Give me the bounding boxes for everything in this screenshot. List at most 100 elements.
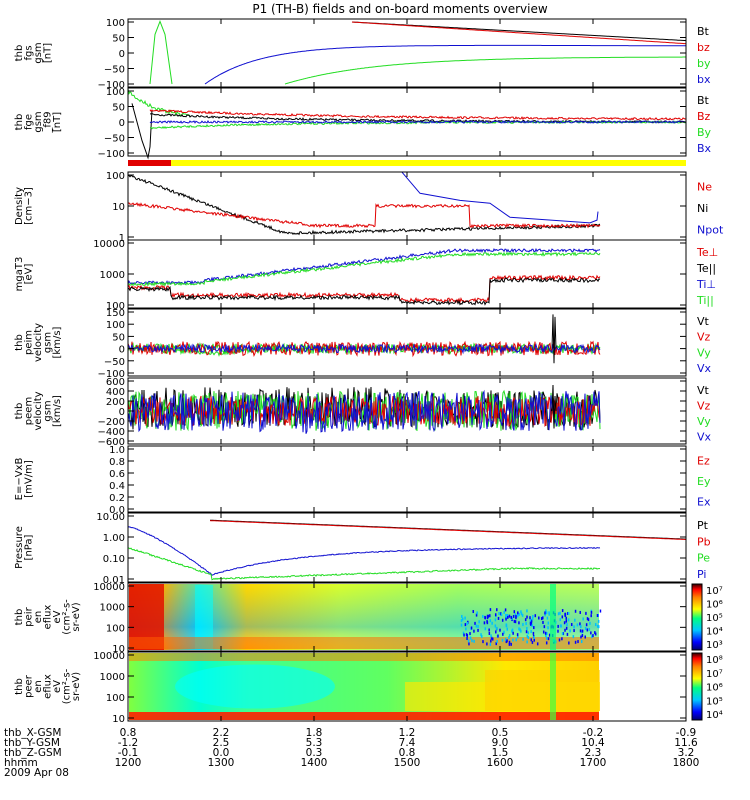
peir-pixel: [490, 639, 492, 643]
peir-pixel: [540, 617, 543, 621]
peir-pixel: [463, 633, 465, 637]
peir-pixel: [530, 619, 533, 623]
peir-pixel: [497, 634, 499, 638]
colorbar-label: 10⁸: [706, 655, 723, 666]
xrow-value: -0.2: [583, 727, 604, 739]
ylabel-line: peim: [24, 330, 35, 355]
ylabel-line: thb: [14, 609, 25, 626]
ytick-label: 10000: [93, 582, 125, 593]
xrow-value: 1500: [394, 757, 421, 769]
peir-pixel: [521, 613, 524, 617]
colorbar-label: 10⁶: [706, 600, 723, 611]
peir-pixel: [477, 628, 479, 632]
xrow-value: 3.2: [678, 747, 695, 759]
peir-spectrogram: [129, 584, 602, 650]
peir-pixel: [515, 614, 517, 618]
ytick-label: 0.2: [109, 493, 125, 504]
peir-pixel: [544, 611, 546, 615]
fge-bt-spike: [131, 103, 153, 160]
peir-pixel: [481, 634, 483, 638]
peir-pixel: [585, 611, 587, 615]
peir-pixel: [590, 614, 592, 618]
peir-pixel: [596, 624, 599, 628]
peir-pixel: [526, 634, 529, 638]
peir-pixel: [545, 633, 547, 637]
legend-Vz: Vz: [697, 399, 711, 412]
peir-pixel: [596, 613, 599, 617]
panel-frame-temp: [127, 239, 687, 309]
peir-pixel: [545, 641, 548, 645]
peir-pixel: [518, 621, 520, 625]
peir-pixel: [589, 621, 591, 625]
colorbar-label: 10⁷: [706, 669, 723, 680]
legend-bx: bx: [697, 73, 711, 86]
ylabel-line: gsm: [43, 332, 54, 353]
peir-pixel: [514, 620, 517, 624]
legend-Ez: Ez: [697, 454, 710, 467]
peir-pixel: [565, 626, 568, 630]
peir-pixel: [510, 615, 513, 619]
peir-pixel: [475, 624, 478, 628]
peir-pixel: [580, 635, 582, 639]
ylabel-line: [mV/m]: [24, 460, 35, 498]
xrow-value: 7.4: [399, 737, 416, 749]
xrow-label-thb_X-GSM: thb_X-GSM: [4, 727, 61, 739]
peir-pixel: [574, 609, 577, 613]
peir-pixel: [544, 631, 547, 635]
peir-pixel: [531, 623, 533, 627]
peir-pixel: [533, 626, 535, 630]
peir-pixel: [504, 608, 507, 612]
ylabel-line: en: [33, 611, 44, 624]
chart-title: P1 (TH-B) fields and on-board moments ov…: [252, 2, 548, 16]
peem-vz: [127, 395, 601, 428]
legend-Vx: Vx: [697, 362, 712, 375]
peir-pixel: [473, 629, 475, 633]
ytick-label: 10000: [93, 651, 125, 662]
peir-pixel: [533, 636, 535, 640]
peir-pixel: [525, 630, 528, 634]
peir-pixel: [515, 638, 517, 642]
ytick-label: 600: [106, 377, 125, 388]
peir-pixel: [527, 636, 530, 640]
panel-frames: [127, 18, 687, 722]
peir-pixel: [465, 633, 468, 637]
ylabel-line: velocity: [33, 323, 44, 362]
ylabel-line: peir: [24, 606, 35, 626]
peir-pixel: [543, 625, 546, 629]
peir-pixel: [487, 614, 490, 618]
peir-pixel: [508, 634, 511, 638]
ylabel-line: fge: [24, 114, 35, 130]
xrow-value: 1200: [115, 757, 142, 769]
legend-Ey: Ey: [697, 475, 711, 488]
ylabel-line: (cm²-s-: [62, 668, 73, 704]
xrow-value: 2.2: [213, 727, 230, 739]
legend-Bt: Bt: [697, 25, 710, 38]
ylabel-line: [km/s]: [52, 326, 63, 358]
legend-Pe: Pe: [697, 552, 710, 565]
peir-pixel: [580, 625, 582, 629]
peir-pixel: [561, 637, 563, 641]
peir-pixel: [565, 619, 568, 623]
peir-pixel: [484, 615, 486, 619]
peir-pixel: [526, 640, 528, 644]
peir-pixel: [508, 636, 510, 640]
peir-pixel: [488, 631, 491, 635]
peir-pixel: [462, 631, 465, 635]
pe-trace: [127, 547, 601, 581]
peir-pixel: [490, 636, 493, 640]
legend-Ex: Ex: [697, 496, 711, 509]
legend-Bx: Bx: [697, 142, 712, 155]
ytick-label: 0: [119, 407, 125, 418]
peir-pixel: [464, 616, 466, 620]
peir-pixel: [518, 627, 520, 631]
peir-pixel: [514, 613, 517, 617]
peir-pixel: [470, 626, 473, 630]
peir-pixel: [579, 610, 581, 614]
peir-pixel: [560, 624, 562, 628]
peir-pixel: [586, 628, 589, 632]
peir-pixel: [517, 635, 519, 639]
ytick-label: 1: [119, 233, 125, 244]
xrow-value: 0.8: [120, 727, 137, 739]
colorbar-label: 10⁵: [706, 613, 723, 624]
peir-pixel: [512, 631, 514, 635]
